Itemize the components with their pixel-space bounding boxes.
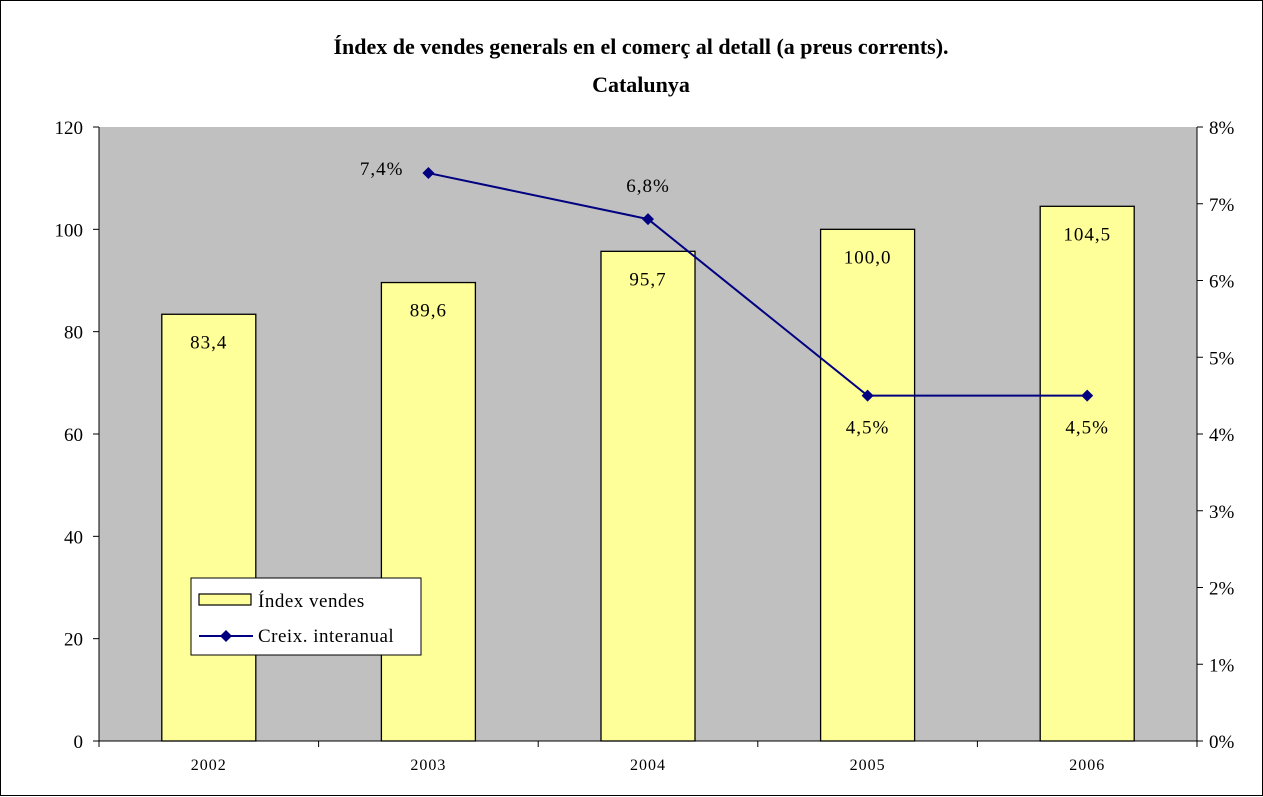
growth-data-label: 4,5% <box>1065 418 1109 439</box>
y-left-tick-label: 0 <box>74 732 84 753</box>
bar-data-label: 89,6 <box>410 301 447 322</box>
legend-box <box>190 577 422 656</box>
y-right-tick-label: 7% <box>1209 195 1235 216</box>
y-right-tick-label: 3% <box>1209 502 1235 523</box>
legend-swatch-bar <box>198 593 252 606</box>
y-left-tick-label: 60 <box>64 425 83 446</box>
growth-data-label: 7,4% <box>360 159 404 180</box>
x-tick-label: 2005 <box>850 757 886 774</box>
x-tick-label: 2003 <box>410 757 446 774</box>
chart-subtitle: Catalunya <box>592 72 690 97</box>
bar-data-label: 100,0 <box>844 247 892 268</box>
x-tick-label: 2006 <box>1069 757 1105 774</box>
growth-data-label: 6,8% <box>626 176 670 197</box>
y-right-tick-label: 8% <box>1209 118 1235 139</box>
bar-data-label: 83,4 <box>190 332 227 353</box>
bar-data-label: 104,5 <box>1063 224 1111 245</box>
growth-marker-2004 <box>642 213 654 226</box>
y-left-tick-label: 100 <box>55 220 84 241</box>
legend-swatch-marker <box>220 630 232 642</box>
growth-marker-2005 <box>861 389 874 402</box>
y-right-tick-label: 6% <box>1209 272 1235 293</box>
y-right-tick-label: 5% <box>1209 348 1235 369</box>
bar-2005 <box>819 228 916 742</box>
growth-marker-2003 <box>422 167 435 180</box>
y-left-tick-label: 40 <box>64 527 83 548</box>
y-left-tick-label: 120 <box>55 118 84 139</box>
y-left-tick-label: 20 <box>64 630 83 651</box>
growth-marker-2006 <box>1081 389 1094 402</box>
bar-2003 <box>380 281 477 742</box>
bar-2004 <box>600 250 696 742</box>
y-right-tick-label: 1% <box>1209 655 1235 676</box>
growth-line <box>428 172 1088 397</box>
growth-data-label: 4,5% <box>846 418 890 439</box>
y-right-tick-label: 2% <box>1209 579 1235 600</box>
bar-data-label: 95,7 <box>629 269 666 290</box>
y-right-tick-label: 4% <box>1209 425 1235 446</box>
legend-label-line: Creix. interanual <box>258 626 394 647</box>
x-tick-label: 2002 <box>191 757 227 774</box>
bar-2006 <box>1039 205 1135 742</box>
y-left-tick-label: 80 <box>64 323 83 344</box>
legend-label-bars: Índex vendes <box>258 590 365 612</box>
bar-2002 <box>161 313 257 742</box>
chart-title: Índex de vendes generals en el comerç al… <box>333 34 948 59</box>
y-right-tick-label: 0% <box>1209 732 1235 753</box>
x-tick-label: 2004 <box>630 757 666 774</box>
legend: Índex vendes Creix. interanual <box>190 577 422 656</box>
